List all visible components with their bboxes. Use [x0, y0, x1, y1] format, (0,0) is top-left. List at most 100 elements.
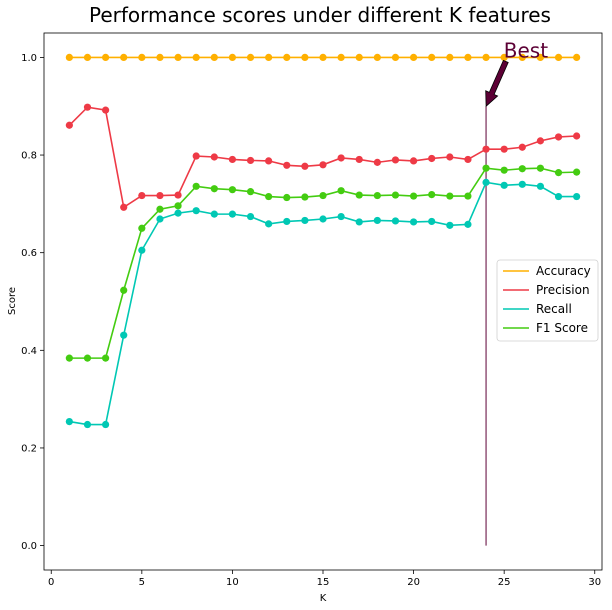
point-f1-score	[301, 193, 309, 201]
x-tick-label: 25	[498, 577, 511, 588]
point-f1-score	[65, 354, 73, 362]
point-recall	[83, 420, 92, 429]
point-precision	[518, 143, 526, 151]
point-f1-score	[192, 182, 200, 190]
point-f1-score	[554, 169, 563, 177]
point-f1-score	[500, 166, 508, 174]
point-precision	[210, 153, 218, 161]
point-precision	[428, 154, 436, 163]
point-accuracy	[482, 53, 490, 62]
point-accuracy	[83, 53, 92, 62]
point-f1-score	[337, 187, 345, 195]
point-accuracy	[101, 53, 110, 62]
point-precision	[138, 191, 146, 200]
point-precision	[228, 155, 237, 164]
point-accuracy	[518, 53, 526, 62]
point-f1-score	[319, 191, 327, 200]
legend-box	[496, 259, 599, 342]
point-recall	[283, 217, 291, 226]
point-f1-score	[101, 354, 110, 362]
point-f1-score	[409, 192, 418, 200]
point-accuracy	[337, 53, 345, 62]
point-accuracy	[446, 53, 454, 62]
point-accuracy	[283, 53, 291, 62]
x-tick-label: 15	[317, 577, 330, 588]
point-precision	[446, 153, 454, 161]
series-recall	[65, 178, 581, 429]
point-accuracy	[174, 53, 182, 62]
y-tick-label: 0.0	[21, 541, 37, 552]
x-tick-label: 30	[588, 577, 601, 588]
point-precision	[391, 156, 400, 164]
point-recall	[174, 209, 182, 217]
point-precision	[156, 191, 164, 200]
point-f1-score	[482, 164, 490, 172]
legend-label-precision: Precision	[536, 283, 590, 297]
point-precision	[373, 158, 381, 166]
point-recall	[409, 218, 418, 226]
point-recall	[228, 210, 237, 218]
point-f1-score	[355, 191, 363, 199]
y-tick-label: 1.0	[21, 53, 37, 64]
point-accuracy	[246, 53, 255, 62]
point-f1-score	[174, 202, 182, 210]
point-precision	[65, 121, 73, 129]
point-f1-score	[265, 192, 273, 201]
point-accuracy	[500, 53, 508, 62]
point-recall	[101, 420, 110, 429]
point-recall	[192, 207, 200, 215]
point-f1-score	[83, 354, 92, 362]
plot-area	[65, 53, 581, 546]
point-f1-score	[156, 205, 164, 213]
y-tick-label: 0.6	[21, 248, 37, 259]
point-recall	[65, 417, 73, 426]
point-accuracy	[192, 53, 200, 62]
point-precision	[554, 133, 563, 141]
point-f1-score	[518, 165, 526, 173]
point-f1-score	[210, 185, 218, 193]
point-f1-score	[373, 191, 381, 200]
point-precision	[83, 103, 92, 111]
point-recall	[554, 192, 563, 201]
legend-label-f1-score: F1 Score	[536, 321, 588, 335]
point-precision	[409, 157, 418, 165]
point-f1-score	[246, 188, 255, 196]
point-precision	[283, 161, 291, 169]
point-accuracy	[573, 53, 581, 62]
point-accuracy	[120, 53, 128, 62]
point-recall	[373, 216, 381, 225]
point-accuracy	[138, 53, 146, 62]
legend: Accuracy Precision Recall F1 Score	[496, 259, 599, 342]
point-accuracy	[536, 53, 545, 62]
point-recall	[391, 217, 400, 225]
point-f1-score	[283, 193, 291, 202]
point-recall	[138, 246, 146, 254]
y-axis-label: Score	[7, 287, 18, 315]
point-f1-score	[138, 224, 146, 232]
point-recall	[120, 331, 128, 339]
point-precision	[120, 203, 128, 211]
point-recall	[464, 220, 472, 228]
point-precision	[536, 137, 545, 145]
y-tick-label: 0.4	[21, 346, 37, 357]
point-recall	[573, 192, 581, 201]
point-recall	[156, 215, 164, 223]
point-accuracy	[156, 53, 164, 62]
point-accuracy	[464, 53, 472, 62]
point-recall	[536, 182, 545, 190]
point-precision	[174, 191, 182, 199]
point-accuracy	[355, 53, 363, 62]
point-f1-score	[428, 190, 436, 199]
point-recall	[482, 178, 490, 186]
y-tick-label: 0.2	[21, 443, 37, 454]
point-f1-score	[391, 191, 400, 199]
point-f1-score	[446, 192, 454, 200]
point-precision	[482, 145, 490, 153]
point-accuracy	[554, 53, 563, 62]
point-precision	[573, 132, 581, 140]
point-accuracy	[428, 53, 436, 62]
point-recall	[500, 181, 508, 189]
point-precision	[464, 155, 472, 164]
annotation-arrow	[485, 59, 509, 108]
point-precision	[301, 162, 309, 170]
